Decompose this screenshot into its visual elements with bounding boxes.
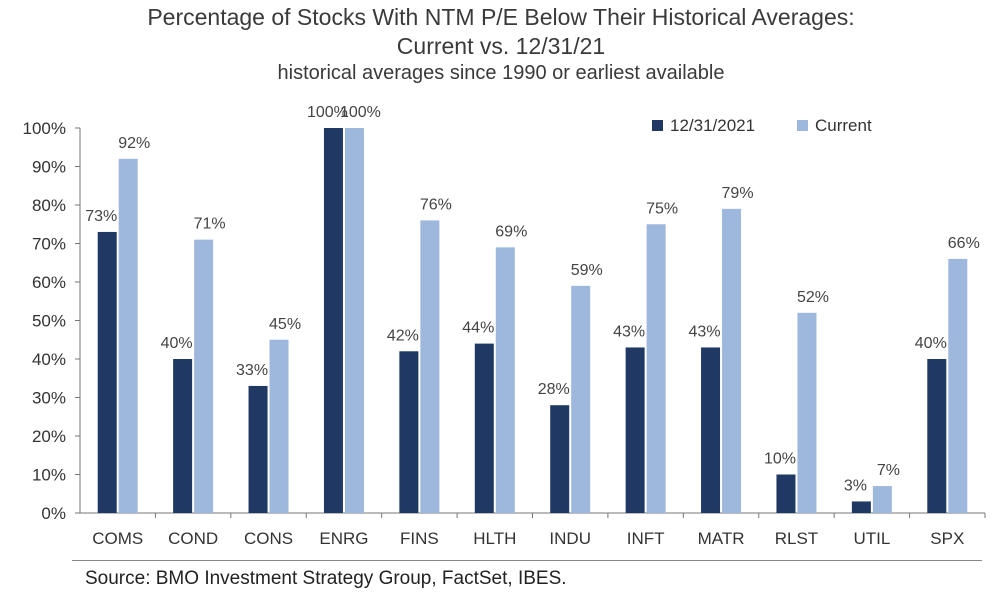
y-tick-label: 60%: [32, 273, 66, 292]
x-tick-label: SPX: [930, 529, 964, 548]
legend-label: Current: [815, 116, 872, 135]
data-label: 33%: [236, 362, 268, 379]
bar-current-cons: [269, 339, 289, 513]
chart-title-line-2: Current vs. 12/31/21: [396, 33, 606, 59]
source-note: Source: BMO Investment Strategy Group, F…: [85, 568, 567, 589]
bar-prior-enrg: [323, 128, 343, 513]
data-label: 10%: [764, 451, 796, 468]
bar-current-coms: [118, 158, 138, 514]
data-label: 44%: [462, 320, 494, 337]
x-tick-label: COND: [168, 529, 218, 548]
bar-prior-spx: [927, 359, 947, 513]
data-label: 66%: [948, 235, 980, 252]
data-label: 40%: [915, 335, 947, 352]
bar-prior-cond: [173, 359, 193, 513]
bar-current-fins: [420, 220, 440, 513]
data-label: 76%: [420, 196, 452, 213]
x-tick-label: FINS: [400, 529, 439, 548]
bar-prior-indu: [550, 405, 570, 513]
legend-swatch: [797, 120, 808, 131]
x-tick-label: UTIL: [853, 529, 890, 548]
legend-swatch: [652, 120, 663, 131]
bar-prior-util: [851, 501, 871, 513]
bar-prior-matr: [701, 347, 721, 513]
data-label: 3%: [844, 477, 867, 494]
data-label: 43%: [613, 323, 645, 340]
data-label: 71%: [194, 216, 226, 233]
bar-prior-fins: [399, 351, 419, 513]
bar-current-spx: [948, 258, 968, 513]
y-tick-label: 0%: [41, 504, 66, 523]
data-label: 40%: [161, 335, 193, 352]
y-tick-label: 10%: [32, 466, 66, 485]
bar-current-indu: [571, 285, 591, 513]
data-label: 43%: [689, 323, 721, 340]
y-tick-label: 80%: [32, 196, 66, 215]
chart-subtitle: historical averages since 1990 or earlie…: [277, 62, 725, 84]
data-label: 7%: [877, 462, 900, 479]
x-tick-label: COMS: [92, 529, 143, 548]
x-tick-label: HLTH: [473, 529, 516, 548]
bar-current-hlth: [495, 247, 515, 513]
bar-current-matr: [722, 208, 742, 513]
data-label: 100%: [340, 104, 381, 121]
x-tick-label: INFT: [627, 529, 665, 548]
y-tick-label: 30%: [32, 389, 66, 408]
data-label: 79%: [722, 185, 754, 202]
bar-prior-cons: [248, 385, 268, 513]
legend-label: 12/31/2021: [670, 116, 755, 135]
bar-chart: 0% 10% 20% 30% 40% 50% 60% 70% 80% 90% 100% 73% 92% C…: [23, 104, 986, 548]
y-tick-label: 70%: [32, 235, 66, 254]
bar-current-inft: [646, 224, 666, 513]
bar-current-cond: [194, 239, 214, 513]
bar-current-rlst: [797, 312, 817, 513]
data-label: 100%: [307, 104, 348, 121]
source-divider: [72, 560, 982, 561]
y-tick-label: 50%: [32, 312, 66, 331]
data-label: 75%: [646, 200, 678, 217]
bar-prior-inft: [625, 347, 645, 513]
data-label: 42%: [387, 327, 419, 344]
bar-current-util: [872, 486, 892, 513]
bar-current-enrg: [344, 128, 364, 513]
y-tick-label: 20%: [32, 427, 66, 446]
bar-prior-rlst: [776, 474, 796, 513]
x-tick-label: RLST: [775, 529, 818, 548]
y-tick-label: 40%: [32, 350, 66, 369]
bar-prior-hlth: [474, 343, 494, 513]
x-tick-label: MATR: [698, 529, 745, 548]
data-label: 45%: [269, 316, 301, 333]
data-label: 69%: [495, 223, 527, 240]
data-label: 73%: [85, 208, 117, 225]
data-label: 92%: [118, 135, 150, 152]
data-label: 59%: [571, 262, 603, 279]
x-tick-label: CONS: [244, 529, 293, 548]
chart-title-line-1: Percentage of Stocks With NTM P/E Below …: [147, 4, 855, 30]
y-tick-label: 90%: [32, 158, 66, 177]
data-label: 52%: [797, 289, 829, 306]
x-tick-label: ENRG: [319, 529, 368, 548]
x-tick-label: INDU: [549, 529, 591, 548]
y-tick-label: 100%: [23, 119, 66, 138]
bar-prior-coms: [97, 231, 117, 513]
data-label: 28%: [538, 381, 570, 398]
